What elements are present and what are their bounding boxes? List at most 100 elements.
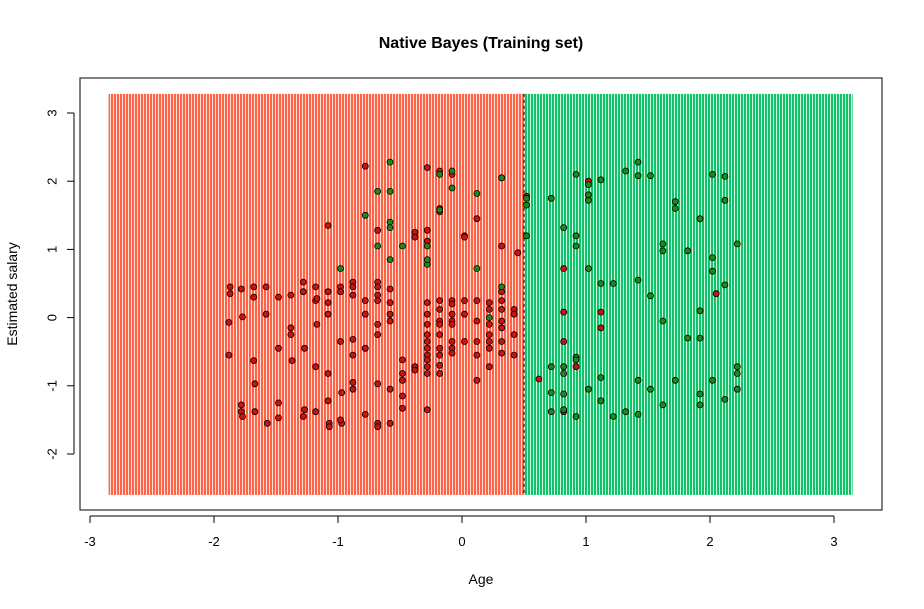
- point-class-0: [337, 338, 344, 345]
- point-class-0: [361, 162, 369, 170]
- plot-frame: [79, 77, 883, 511]
- point-class-1: [523, 232, 530, 240]
- point-class-0: [485, 299, 493, 307]
- point-class-1: [733, 240, 741, 248]
- point-class-1: [659, 317, 667, 325]
- point-class-0: [275, 293, 282, 301]
- data-points: [225, 158, 741, 431]
- point-class-0: [374, 226, 382, 234]
- point-class-0: [448, 320, 456, 328]
- y-axis-label: Estimated salary: [4, 242, 20, 345]
- x-tick-label: 3: [830, 534, 837, 549]
- point-class-0: [399, 370, 406, 377]
- point-class-1: [671, 376, 679, 384]
- point-class-0: [275, 344, 282, 352]
- x-tick-label: -1: [332, 534, 344, 549]
- point-class-0: [498, 349, 506, 357]
- point-class-0: [498, 297, 506, 305]
- point-class-0: [498, 317, 506, 325]
- point-class-1: [696, 334, 704, 342]
- x-axis-label: Age: [469, 571, 494, 587]
- point-class-0: [374, 283, 382, 291]
- point-class-1: [386, 224, 394, 232]
- point-class-1: [498, 283, 506, 291]
- point-class-0: [386, 419, 394, 427]
- point-class-0: [338, 389, 346, 397]
- point-class-1: [609, 280, 617, 287]
- point-class-1: [647, 385, 654, 393]
- point-class-0: [498, 338, 506, 345]
- point-class-0: [712, 290, 720, 298]
- point-class-0: [349, 351, 357, 359]
- point-class-1: [547, 363, 555, 371]
- point-class-1: [386, 256, 394, 264]
- point-class-0: [324, 299, 332, 307]
- point-class-1: [597, 280, 605, 287]
- point-class-1: [485, 314, 493, 322]
- point-class-1: [622, 167, 630, 175]
- point-class-0: [436, 331, 444, 339]
- point-class-0: [461, 233, 468, 241]
- x-tick-label: -3: [84, 534, 96, 549]
- point-class-0: [485, 344, 493, 352]
- point-class-1: [572, 170, 580, 178]
- point-class-0: [560, 308, 568, 316]
- y-tick-label: 3: [44, 109, 59, 116]
- point-class-0: [423, 338, 431, 345]
- point-class-0: [250, 293, 258, 301]
- point-class-0: [423, 344, 431, 352]
- point-class-0: [325, 423, 333, 431]
- point-class-0: [423, 406, 431, 414]
- point-class-0: [485, 338, 493, 345]
- point-class-0: [423, 331, 431, 339]
- point-class-0: [374, 297, 382, 305]
- point-class-1: [572, 356, 580, 364]
- point-class-1: [659, 240, 667, 248]
- point-class-1: [659, 247, 667, 255]
- point-class-0: [514, 249, 522, 257]
- point-class-1: [634, 172, 642, 180]
- region-class-1: [524, 93, 853, 495]
- point-class-0: [423, 356, 431, 364]
- point-class-1: [337, 265, 344, 272]
- point-class-0: [411, 233, 419, 241]
- point-class-0: [324, 397, 332, 405]
- point-class-1: [634, 276, 642, 284]
- point-class-0: [262, 310, 270, 318]
- point-class-0: [473, 351, 481, 359]
- point-class-1: [709, 376, 716, 384]
- point-class-0: [313, 295, 321, 302]
- point-class-1: [634, 410, 642, 418]
- point-class-1: [585, 265, 592, 272]
- point-class-1: [696, 307, 704, 315]
- point-class-1: [399, 242, 406, 250]
- point-class-0: [239, 313, 246, 321]
- point-class-1: [560, 406, 568, 414]
- point-class-0: [263, 419, 271, 427]
- point-class-0: [349, 283, 357, 291]
- point-class-0: [312, 408, 320, 416]
- y-axis: -2 -1 0 1 2 3: [44, 109, 75, 460]
- point-class-0: [498, 242, 506, 250]
- point-class-1: [721, 395, 729, 403]
- point-class-0: [473, 338, 481, 345]
- region-class-0: [108, 93, 524, 495]
- point-class-1: [386, 187, 394, 195]
- point-class-0: [423, 320, 431, 328]
- point-class-0: [237, 285, 245, 293]
- point-class-0: [510, 351, 518, 359]
- point-class-1: [622, 408, 630, 416]
- point-class-0: [560, 265, 568, 272]
- point-class-1: [585, 181, 592, 189]
- point-class-0: [436, 320, 444, 328]
- point-class-0: [473, 297, 481, 305]
- point-class-1: [597, 374, 605, 382]
- x-axis: -3 -2 -1 0 1 2 3: [84, 515, 838, 549]
- point-class-0: [386, 299, 394, 307]
- point-class-0: [299, 278, 307, 286]
- point-class-1: [609, 413, 617, 420]
- point-class-0: [386, 317, 394, 325]
- point-class-0: [324, 370, 332, 377]
- point-class-1: [547, 389, 555, 397]
- x-tick-label: 2: [706, 534, 713, 549]
